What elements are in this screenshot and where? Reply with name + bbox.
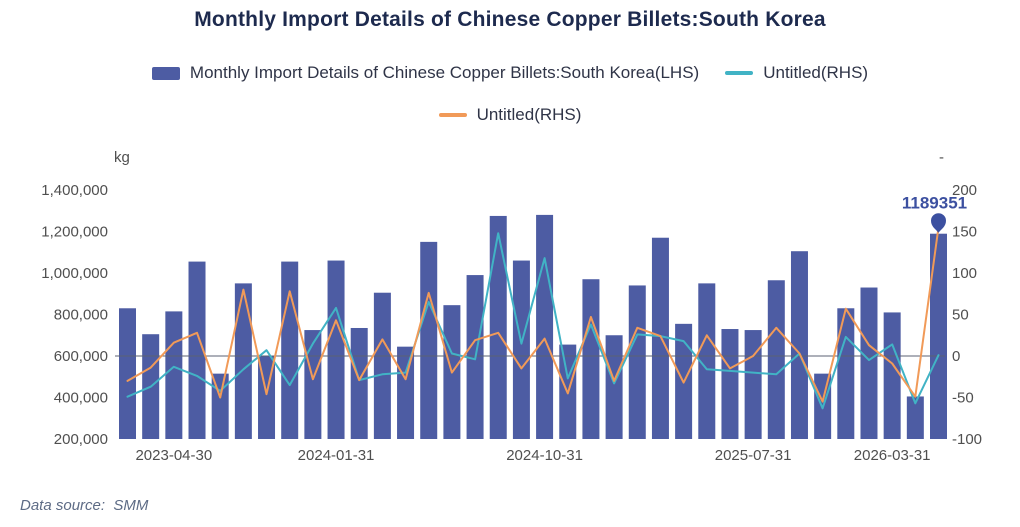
right-axis-unit: - (939, 149, 944, 166)
x-axis-tick-label: 2023-04-30 (135, 447, 212, 464)
legend-label: Untitled(RHS) (763, 63, 869, 82)
bar (698, 283, 716, 439)
bar (211, 373, 229, 439)
left-axis-tick-label: 1,400,000 (41, 182, 108, 199)
right-axis-tick-label: 100 (952, 265, 977, 282)
right-axis-tick-label: 150 (952, 224, 977, 241)
annotation-pin-icon (931, 213, 946, 233)
bar (420, 241, 438, 439)
legend-row-2: Untitled(RHS) (0, 105, 1020, 125)
bar (234, 283, 252, 439)
chart-title: Monthly Import Details of Chinese Copper… (194, 8, 826, 31)
bar (119, 308, 136, 439)
bar (165, 311, 183, 439)
x-axis-tick-label: 2024-10-31 (506, 447, 583, 464)
bar (304, 330, 322, 439)
left-axis-tick-label: 1,000,000 (41, 265, 108, 282)
legend-item-cyan-line[interactable]: Untitled(RHS) (725, 63, 868, 83)
bar (188, 261, 206, 439)
bar (373, 292, 391, 439)
left-axis-tick-label: 1,200,000 (41, 224, 108, 241)
bar (721, 329, 739, 439)
bar (397, 346, 415, 439)
bar (327, 260, 345, 439)
data-source-note: Data source: SMM (20, 497, 149, 514)
orange-line-swatch-icon (438, 113, 467, 117)
legend-label: Monthly Import Details of Chinese Copper… (189, 63, 700, 82)
bar (744, 330, 762, 439)
bar (512, 260, 530, 439)
bar (767, 280, 785, 439)
left-axis-unit: kg (114, 149, 130, 166)
legend-item-orange-line[interactable]: Untitled(RHS) (438, 105, 582, 125)
right-axis-tick-label: 50 (952, 307, 969, 324)
bar (790, 251, 808, 439)
bar (930, 233, 947, 439)
legend-item-bar-series[interactable]: Monthly Import Details of Chinese Copper… (151, 63, 700, 83)
bar (837, 308, 855, 439)
right-axis-tick-label: -50 (952, 390, 974, 407)
right-axis-tick-label: -100 (952, 431, 982, 448)
bar (906, 396, 924, 439)
bar (489, 215, 507, 439)
bar (860, 287, 878, 439)
left-axis-tick-label: 200,000 (54, 431, 108, 448)
x-axis-tick-label: 2024-01-31 (298, 447, 375, 464)
bar (350, 327, 368, 439)
bar (536, 214, 554, 439)
bar-series-swatch-icon (151, 66, 180, 80)
legend-label: Untitled(RHS) (476, 105, 582, 124)
bar (628, 285, 646, 439)
left-axis-tick-label: 400,000 (54, 390, 108, 407)
left-axis-tick-label: 600,000 (54, 348, 108, 365)
cyan-line-swatch-icon (725, 71, 754, 75)
right-axis-tick-label: 0 (952, 348, 960, 365)
bar (605, 335, 623, 439)
x-axis-tick-label: 2026-03-31 (854, 447, 931, 464)
left-axis-tick-label: 800,000 (54, 307, 108, 324)
x-axis-tick-label: 2025-07-31 (715, 447, 792, 464)
legend-row-1: Monthly Import Details of Chinese Copper… (0, 63, 1020, 83)
right-axis-tick-label: 200 (952, 182, 977, 199)
bar (281, 261, 299, 439)
bar (582, 279, 600, 439)
orange-line-series (126, 226, 940, 403)
annotation-value-label: 1189351 (902, 194, 967, 213)
bar (883, 312, 901, 439)
